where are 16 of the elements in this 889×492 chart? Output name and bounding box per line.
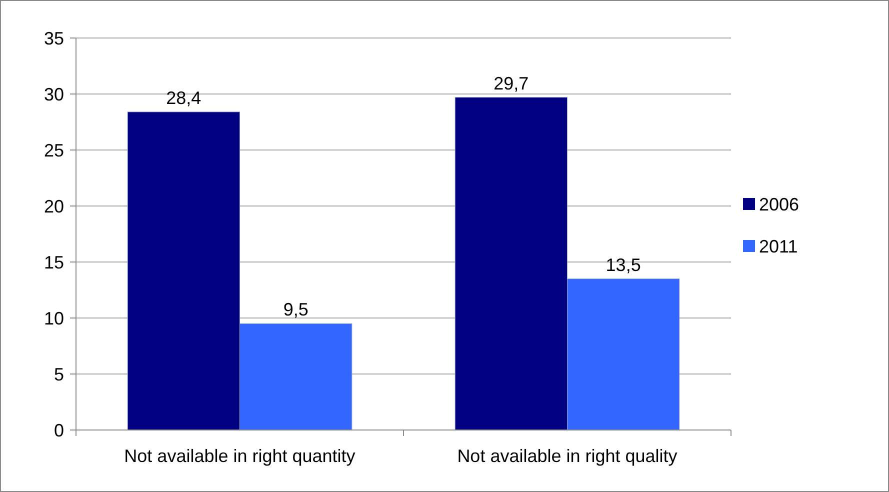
x-tick-label: Not available in right quantity [124, 446, 356, 466]
legend-label: 2011 [759, 236, 798, 256]
data-label: 9,5 [283, 300, 308, 320]
y-tick-label: 20 [44, 196, 64, 216]
data-label: 29,7 [494, 73, 529, 94]
y-tick-label: 30 [44, 84, 64, 104]
legend-label: 2006 [759, 194, 800, 214]
y-tick-label: 5 [54, 364, 64, 384]
y-tick-label: 25 [44, 140, 64, 160]
data-label: 28,4 [166, 88, 202, 108]
data-label: 13,5 [606, 254, 641, 275]
x-tick-label: Not available in right quality [457, 446, 678, 466]
y-tick-label: 10 [44, 308, 64, 328]
y-tick-label: 0 [54, 420, 64, 440]
y-tick-label: 35 [44, 28, 64, 48]
y-tick-label: 15 [44, 252, 64, 272]
